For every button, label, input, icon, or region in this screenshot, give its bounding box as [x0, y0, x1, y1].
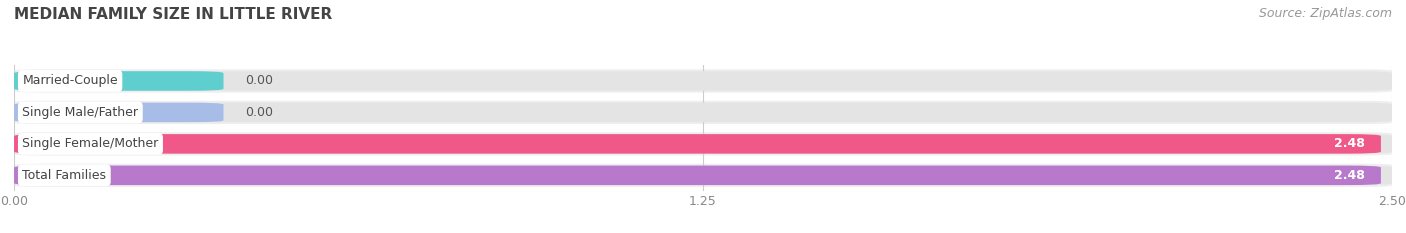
Text: Single Female/Mother: Single Female/Mother	[22, 137, 159, 150]
FancyBboxPatch shape	[14, 134, 1381, 154]
Text: 0.00: 0.00	[246, 75, 274, 87]
Text: Single Male/Father: Single Male/Father	[22, 106, 138, 119]
Text: 2.48: 2.48	[1333, 169, 1364, 182]
Text: Total Families: Total Families	[22, 169, 107, 182]
FancyBboxPatch shape	[14, 103, 1392, 122]
FancyBboxPatch shape	[14, 132, 1392, 155]
Text: 2.48: 2.48	[1333, 137, 1364, 150]
FancyBboxPatch shape	[14, 166, 1392, 185]
FancyBboxPatch shape	[14, 71, 1392, 91]
FancyBboxPatch shape	[14, 134, 1392, 154]
FancyBboxPatch shape	[14, 166, 1381, 185]
Text: Source: ZipAtlas.com: Source: ZipAtlas.com	[1258, 7, 1392, 20]
Text: Married-Couple: Married-Couple	[22, 75, 118, 87]
Text: MEDIAN FAMILY SIZE IN LITTLE RIVER: MEDIAN FAMILY SIZE IN LITTLE RIVER	[14, 7, 332, 22]
FancyBboxPatch shape	[14, 71, 224, 91]
FancyBboxPatch shape	[14, 164, 1392, 187]
FancyBboxPatch shape	[14, 103, 224, 122]
Text: 0.00: 0.00	[246, 106, 274, 119]
FancyBboxPatch shape	[14, 69, 1392, 93]
FancyBboxPatch shape	[14, 101, 1392, 124]
